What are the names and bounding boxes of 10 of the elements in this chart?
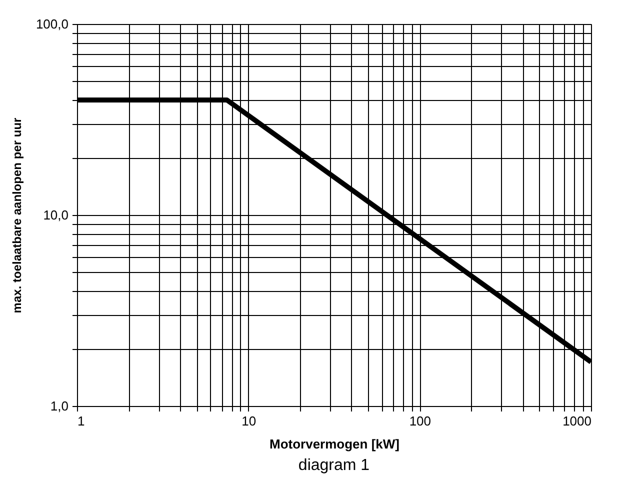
y-axis-title: max. toelaatbare aanlopen per uur xyxy=(10,117,24,314)
x-tick-label: 1000 xyxy=(562,414,592,428)
x-tick-label: 1 xyxy=(78,414,85,428)
y-tick-label: 10,0 xyxy=(43,208,68,222)
x-tick-label: 100 xyxy=(409,414,432,428)
x-tick-label: 10 xyxy=(242,414,256,428)
text: diagram 1 xyxy=(298,457,370,474)
y-tick-label: 100,0 xyxy=(36,16,68,32)
y-tick-label: 1,0 xyxy=(50,398,68,414)
x-axis-title: Motorvermogen [kW] xyxy=(270,436,400,452)
